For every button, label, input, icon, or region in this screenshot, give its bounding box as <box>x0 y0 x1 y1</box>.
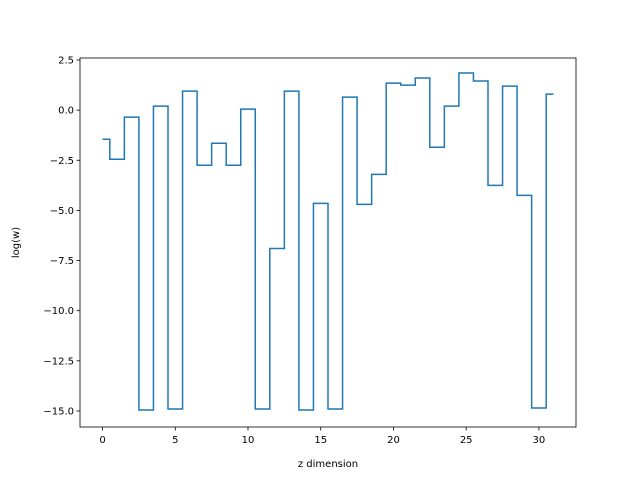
series-layer <box>102 72 554 411</box>
y-tick-label: −7.5 <box>50 256 74 267</box>
y-tick-label: −2.5 <box>50 156 74 167</box>
series-line-0 <box>102 72 554 411</box>
x-axis-ticks: 0 5 10 15 20 25 30 <box>99 427 545 446</box>
x-tick-label: 30 <box>533 435 546 446</box>
y-tick-label: −15.0 <box>43 406 74 417</box>
y-axis-ticks: 2.5 0.0 −2.5 −5.0 −7.5 −10.0 −12.5 −15.0 <box>43 56 80 417</box>
x-tick-label: 5 <box>172 435 178 446</box>
y-tick-label: −5.0 <box>50 206 74 217</box>
y-tick-label: −10.0 <box>43 306 74 317</box>
x-tick-label: 25 <box>460 435 473 446</box>
y-tick-label: 2.5 <box>58 56 74 67</box>
x-tick-label: 0 <box>99 435 105 446</box>
y-axis-label: log(w) <box>11 227 22 258</box>
y-tick-label: 0.0 <box>58 106 74 117</box>
x-tick-label: 15 <box>314 435 327 446</box>
x-axis-label: z dimension <box>298 459 358 470</box>
y-tick-label: −12.5 <box>43 356 74 367</box>
x-tick-label: 20 <box>387 435 400 446</box>
x-tick-label: 10 <box>242 435 255 446</box>
plot-frame <box>79 57 577 428</box>
